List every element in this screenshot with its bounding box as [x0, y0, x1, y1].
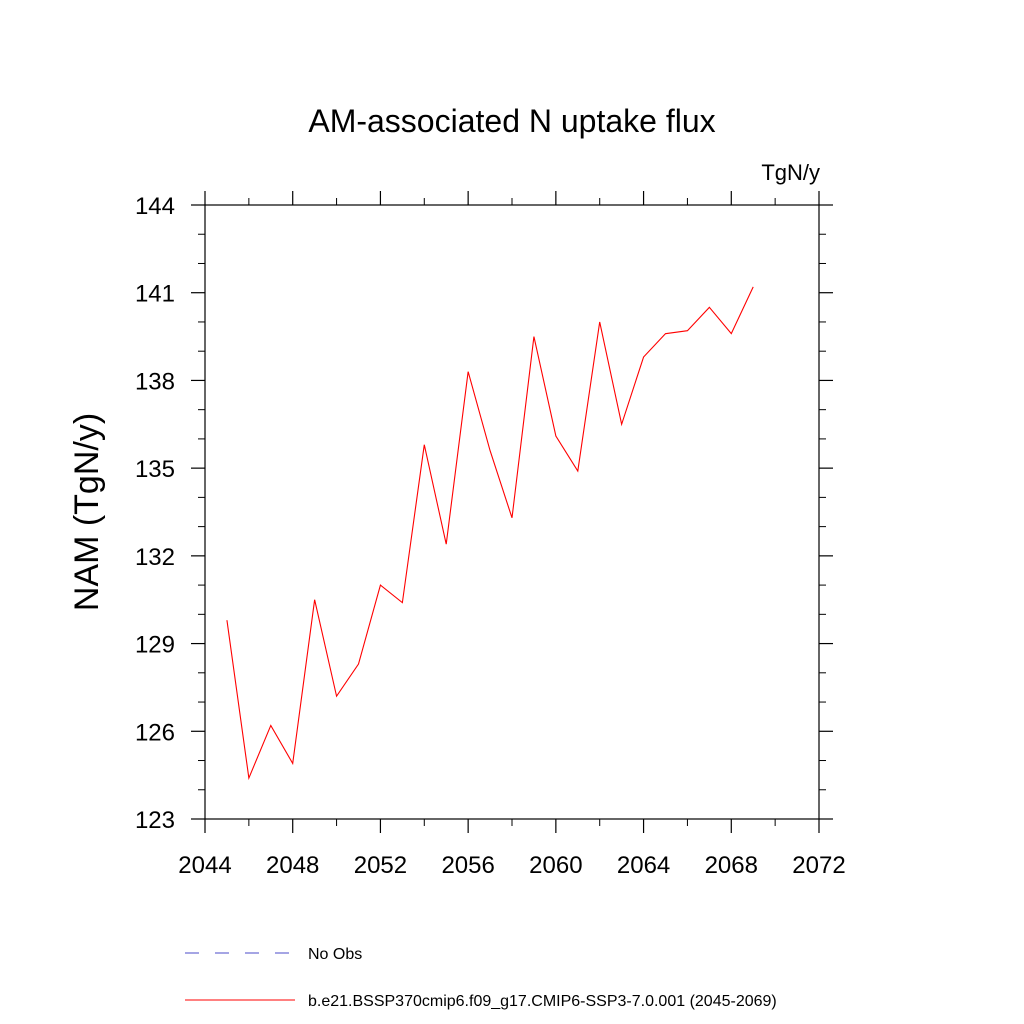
y-tick-label: 123 [135, 807, 175, 834]
y-tick-label: 132 [135, 544, 175, 571]
y-tick-label: 141 [135, 281, 175, 308]
x-tick-label: 2044 [178, 852, 231, 879]
y-axis-label: NAM (TgN/y) [68, 413, 106, 611]
y-tick-label: 135 [135, 456, 175, 483]
y-tick-label: 138 [135, 368, 175, 395]
x-tick-label: 2060 [529, 852, 582, 879]
tick-labels-layer: 2044 2048 2052 2056 2060 2064 2068 2072 123 126 12… [135, 193, 846, 879]
series-line [226, 286, 754, 781]
x-tick-label: 2052 [354, 852, 407, 879]
y-tick-label: 129 [135, 632, 175, 659]
y-tick-label: 144 [135, 193, 175, 220]
ticks-layer [191, 191, 833, 833]
x-tick-label: 2048 [266, 852, 319, 879]
x-tick-label: 2072 [792, 852, 845, 879]
x-tick-label: 2056 [441, 852, 494, 879]
units-label: TgN/y [761, 160, 820, 185]
series-layer [226, 286, 754, 781]
legend-label-no-obs: No Obs [308, 946, 362, 963]
legend-label-model-run: b.e21.BSSP370cmip6.f09_g17.CMIP6-SSP3-7.… [308, 993, 777, 1010]
plot-frame [204, 204, 820, 820]
x-tick-label: 2068 [705, 852, 758, 879]
x-tick-label: 2064 [617, 852, 670, 879]
legend: No Obs b.e21.BSSP370cmip6.f09_g17.CMIP6-… [185, 946, 777, 1010]
chart-title: AM-associated N uptake flux [308, 103, 715, 139]
y-tick-label: 126 [135, 719, 175, 746]
